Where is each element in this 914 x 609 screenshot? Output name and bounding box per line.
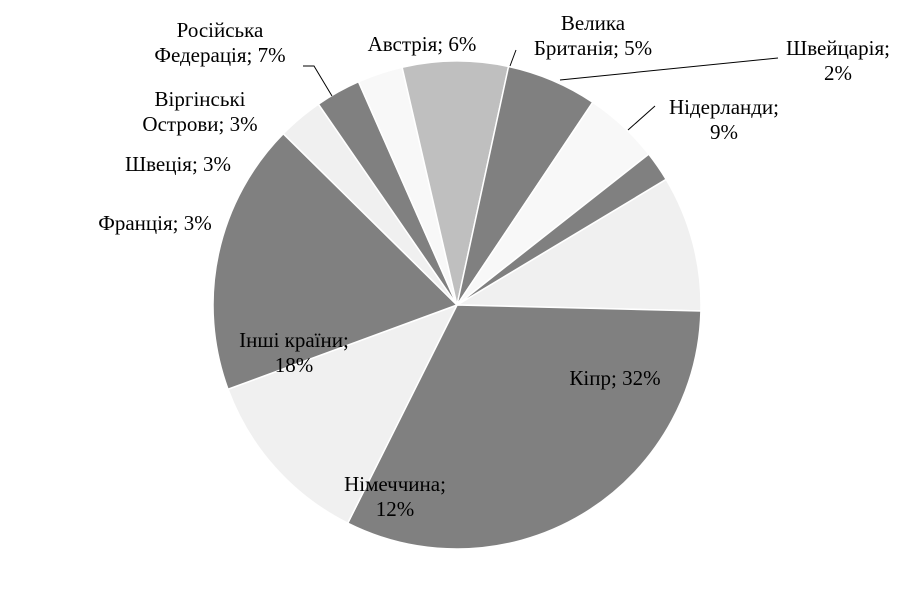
slice-labels: Нідерланди; 9% Кіпр; 32% Німеччина; 12% Інші … [98,11,890,521]
leader-line-7 [303,65,333,97]
slice-label-line: Швейцарія; [786,36,890,60]
slice-label-line: Російська [177,18,264,42]
slice-label-3: Інші країни; 18% [239,328,349,377]
slice-label-2: Німеччина; 12% [344,472,446,521]
slice-label-4: Франція; 3% [98,211,211,235]
slice-label-5: Швеція; 3% [125,152,231,176]
slice-label-line: Британія; 5% [534,36,652,60]
pie-slice-1 [346,304,702,550]
pie-slice-2 [227,303,459,525]
slice-label-line: Інші країни; [239,328,349,352]
slice-label-line: Велика [561,11,626,35]
slice-label-line: 18% [275,353,314,377]
pie-slices [212,60,702,550]
pie-slice-10 [456,153,668,306]
leader-line-0 [627,105,656,131]
slice-label-line: Швеція; 3% [125,152,231,176]
slice-label-9: Велика Британія; 5% [534,11,652,60]
slice-label-line: Австрія; 6% [368,32,477,56]
slice-label-7: Російська Федерація; 7% [154,18,285,67]
slice-label-line: Віргінські [155,87,246,111]
slice-label-line: Нідерланди; [669,95,779,119]
slice-label-line: 12% [376,497,415,521]
slice-label-6: Віргінські Острови; 3% [142,87,257,136]
slice-label-1: Кіпр; 32% [569,366,660,390]
pie-slice-3 [212,132,459,391]
leader-line-9 [509,49,517,67]
slice-label-line: Кіпр; 32% [569,366,660,390]
slice-label-line: 2% [824,61,852,85]
leader-line-10 [559,57,779,81]
slice-label-0: Нідерланди; 9% [669,95,779,144]
leader-lines [303,49,779,131]
slice-label-line: 9% [710,120,738,144]
slice-label-line: Федерація; 7% [154,43,285,67]
pie-slice-7 [401,60,510,306]
slice-label-line: Франція; 3% [98,211,211,235]
slice-label-line: Острови; 3% [142,112,257,136]
pie-slice-0 [454,178,702,312]
slice-label-8: Австрія; 6% [368,32,477,56]
slice-label-line: Німеччина; [344,472,446,496]
slice-label-10: Швейцарія; 2% [786,36,890,85]
